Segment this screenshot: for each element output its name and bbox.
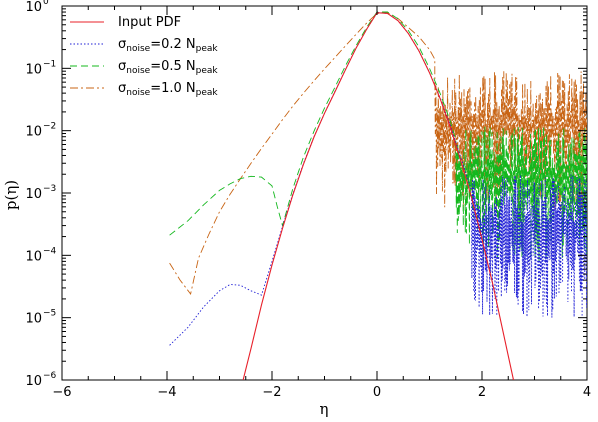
y-tick-exponent: −6 (43, 371, 57, 381)
y-tick-label: 10 (25, 125, 42, 140)
y-tick-exponent: 0 (43, 0, 49, 7)
legend-label: σnoise=0.5 Npeak (118, 59, 218, 76)
x-tick-label: −6 (52, 385, 71, 400)
x-tick-label: −4 (157, 385, 176, 400)
x-tick-label: 4 (583, 385, 591, 400)
series-line-1 (169, 11, 587, 346)
y-tick-exponent: −3 (43, 184, 56, 194)
x-tick-label: 0 (373, 385, 381, 400)
y-tick-exponent: −2 (43, 122, 56, 132)
legend-label: σnoise=1.0 Npeak (118, 81, 218, 98)
y-tick-exponent: −5 (43, 309, 56, 319)
y-tick-label: 10 (25, 374, 42, 389)
y-tick-exponent: −4 (43, 246, 57, 256)
plot-frame (61, 5, 588, 381)
axes-frame (61, 5, 588, 381)
legend-label: σnoise=0.2 Npeak (118, 37, 218, 54)
legend: Input PDF σnoise=0.2 Npeak σnoise=0.5 Npea… (70, 15, 218, 98)
legend-label: Input PDF (118, 15, 181, 30)
y-tick-label: 10 (25, 187, 42, 202)
series-line-3 (169, 12, 587, 296)
y-tick-label: 10 (25, 62, 42, 77)
series-line-2 (169, 11, 587, 262)
x-tick-label: 2 (478, 385, 486, 400)
x-axis-title: η (320, 400, 329, 418)
y-tick-label: 10 (25, 0, 42, 15)
y-tick-exponent: −1 (43, 59, 56, 69)
series-layer (169, 11, 587, 380)
x-tick-label: −2 (262, 385, 281, 400)
y-axis-title: p(η) (2, 180, 20, 210)
y-tick-label: 10 (25, 312, 42, 327)
y-tick-label: 10 (25, 249, 42, 264)
